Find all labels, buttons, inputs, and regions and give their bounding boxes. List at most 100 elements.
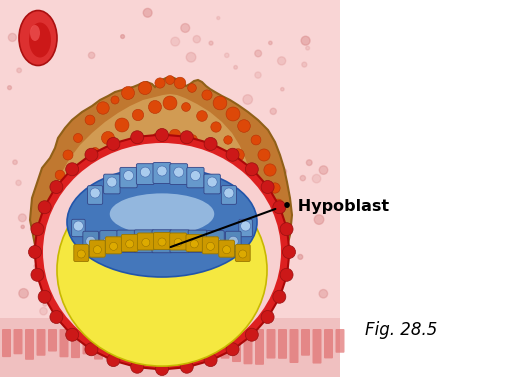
Circle shape bbox=[180, 360, 193, 373]
Circle shape bbox=[51, 211, 59, 219]
Polygon shape bbox=[52, 94, 252, 276]
Circle shape bbox=[41, 183, 49, 191]
FancyBboxPatch shape bbox=[198, 329, 206, 360]
Circle shape bbox=[306, 160, 312, 166]
FancyBboxPatch shape bbox=[25, 329, 34, 360]
Circle shape bbox=[143, 8, 152, 17]
Circle shape bbox=[204, 137, 217, 150]
Circle shape bbox=[86, 340, 90, 344]
Circle shape bbox=[298, 254, 303, 259]
Circle shape bbox=[217, 17, 220, 20]
Circle shape bbox=[86, 236, 96, 246]
FancyBboxPatch shape bbox=[170, 230, 189, 253]
Circle shape bbox=[123, 170, 134, 181]
FancyBboxPatch shape bbox=[89, 240, 105, 257]
Circle shape bbox=[45, 174, 49, 179]
Circle shape bbox=[16, 180, 21, 185]
FancyBboxPatch shape bbox=[72, 219, 85, 237]
Circle shape bbox=[193, 236, 203, 246]
Circle shape bbox=[251, 135, 261, 145]
FancyBboxPatch shape bbox=[83, 231, 99, 251]
Circle shape bbox=[174, 239, 182, 247]
Circle shape bbox=[155, 286, 158, 289]
Circle shape bbox=[269, 41, 272, 44]
Circle shape bbox=[90, 147, 100, 156]
Circle shape bbox=[226, 175, 239, 188]
Circle shape bbox=[272, 290, 277, 294]
Circle shape bbox=[97, 240, 104, 247]
FancyBboxPatch shape bbox=[170, 233, 186, 250]
Circle shape bbox=[208, 201, 215, 208]
FancyBboxPatch shape bbox=[117, 230, 136, 252]
Circle shape bbox=[185, 208, 192, 214]
Circle shape bbox=[327, 319, 332, 324]
Circle shape bbox=[282, 245, 296, 259]
Circle shape bbox=[156, 98, 162, 104]
Circle shape bbox=[55, 170, 65, 180]
FancyBboxPatch shape bbox=[134, 230, 154, 253]
Circle shape bbox=[248, 261, 255, 267]
Circle shape bbox=[31, 268, 44, 281]
Circle shape bbox=[174, 167, 184, 177]
FancyBboxPatch shape bbox=[82, 329, 91, 354]
Circle shape bbox=[280, 268, 293, 281]
Circle shape bbox=[198, 318, 202, 322]
FancyBboxPatch shape bbox=[301, 329, 310, 356]
Circle shape bbox=[121, 86, 135, 100]
Circle shape bbox=[186, 135, 198, 146]
Circle shape bbox=[102, 132, 114, 144]
Circle shape bbox=[108, 135, 114, 141]
Circle shape bbox=[264, 164, 276, 176]
Circle shape bbox=[55, 183, 59, 187]
Circle shape bbox=[276, 236, 285, 244]
Circle shape bbox=[181, 24, 189, 32]
Circle shape bbox=[196, 248, 204, 256]
Circle shape bbox=[236, 204, 244, 213]
Ellipse shape bbox=[19, 11, 57, 66]
Circle shape bbox=[239, 250, 247, 258]
FancyBboxPatch shape bbox=[140, 329, 149, 361]
FancyBboxPatch shape bbox=[2, 329, 11, 357]
Circle shape bbox=[77, 250, 85, 258]
Circle shape bbox=[306, 46, 309, 50]
Circle shape bbox=[274, 221, 282, 229]
Circle shape bbox=[102, 211, 107, 216]
FancyBboxPatch shape bbox=[37, 329, 46, 356]
FancyBboxPatch shape bbox=[136, 164, 154, 184]
FancyBboxPatch shape bbox=[100, 231, 117, 252]
FancyBboxPatch shape bbox=[120, 167, 137, 188]
FancyBboxPatch shape bbox=[104, 174, 120, 194]
Circle shape bbox=[139, 236, 149, 246]
Circle shape bbox=[109, 324, 117, 333]
Circle shape bbox=[302, 62, 307, 67]
Circle shape bbox=[34, 264, 38, 268]
Circle shape bbox=[88, 256, 98, 265]
Circle shape bbox=[38, 333, 42, 337]
Circle shape bbox=[85, 343, 98, 356]
FancyBboxPatch shape bbox=[151, 329, 161, 356]
FancyBboxPatch shape bbox=[74, 245, 89, 262]
FancyBboxPatch shape bbox=[278, 329, 287, 359]
Circle shape bbox=[239, 167, 249, 177]
Circle shape bbox=[107, 354, 120, 366]
Circle shape bbox=[198, 314, 206, 321]
Circle shape bbox=[152, 208, 156, 212]
Circle shape bbox=[50, 299, 55, 305]
Circle shape bbox=[202, 90, 212, 100]
Circle shape bbox=[195, 250, 198, 254]
Circle shape bbox=[209, 41, 213, 45]
FancyBboxPatch shape bbox=[153, 162, 171, 184]
Circle shape bbox=[88, 52, 95, 58]
Circle shape bbox=[90, 188, 100, 198]
FancyBboxPatch shape bbox=[239, 219, 252, 237]
FancyBboxPatch shape bbox=[220, 329, 230, 359]
Circle shape bbox=[43, 45, 52, 54]
FancyBboxPatch shape bbox=[221, 185, 236, 204]
Circle shape bbox=[300, 175, 305, 181]
Circle shape bbox=[252, 158, 261, 167]
Circle shape bbox=[85, 148, 98, 161]
Circle shape bbox=[207, 105, 215, 113]
Circle shape bbox=[131, 131, 144, 144]
Circle shape bbox=[80, 167, 89, 176]
Circle shape bbox=[121, 35, 124, 38]
